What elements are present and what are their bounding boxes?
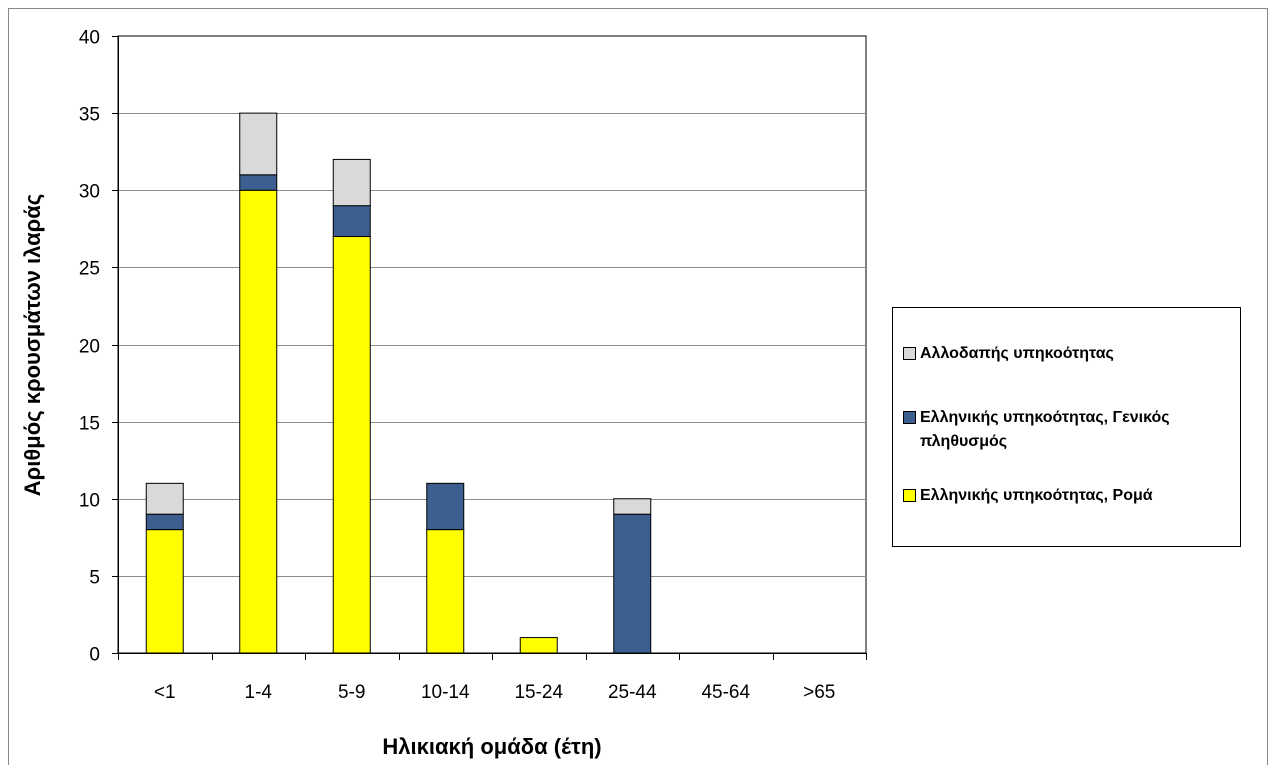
bar-segment (426, 482, 465, 531)
y-tick-label: 10 (79, 491, 100, 512)
bar-segment (239, 112, 278, 176)
legend-swatch-greek-general (903, 411, 916, 424)
y-tick-label: 40 (79, 28, 100, 49)
x-tick-label: <1 (154, 682, 176, 703)
x-tick-label: 15-24 (514, 682, 563, 703)
x-tick-label: 5-9 (338, 682, 365, 703)
bar-segment (145, 482, 184, 515)
y-tick-label: 25 (79, 259, 100, 280)
bars (145, 112, 652, 654)
bar-segment (426, 529, 465, 654)
x-tick-label: 1-4 (245, 682, 273, 703)
x-axis-title: Ηλικιακή ομάδα (έτη) (382, 734, 601, 759)
x-tick-label: 45-64 (701, 682, 750, 703)
legend-item-foreign: Αλλοδαπής υπηκοότητας (903, 342, 1233, 366)
bar-segment (519, 637, 558, 654)
x-tick-label: 25-44 (608, 682, 657, 703)
bar-segment (613, 513, 652, 654)
y-tick-label: 5 (89, 568, 100, 589)
x-tick-label: 10-14 (421, 682, 470, 703)
bar-segment (239, 174, 278, 191)
bar-segment (239, 189, 278, 654)
legend-label-greek-general: Ελληνικής υπηκοότητας, Γενικός πληθυσμός (920, 409, 1170, 450)
legend-label-greek-roma: Ελληνικής υπηκοότητας, Ρομά (920, 487, 1153, 504)
plot-area (117, 35, 867, 654)
legend: Αλλοδαπής υπηκοότητας Ελληνικής υπηκοότη… (892, 307, 1241, 547)
bar-segment (145, 529, 184, 654)
y-axis-title: Αριθμός κρουσμάτων ιλαράς (20, 194, 45, 496)
legend-item-greek-roma: Ελληνικής υπηκοότητας, Ρομά (903, 484, 1233, 508)
x-tick-label: >65 (803, 682, 835, 703)
y-tick-label: 35 (79, 105, 100, 126)
legend-swatch-greek-roma (903, 489, 916, 502)
legend-item-greek-general: Ελληνικής υπηκοότητας, Γενικός πληθυσμός (903, 406, 1233, 454)
bar-segment (145, 513, 184, 531)
legend-swatch-foreign (903, 347, 916, 360)
bar-segment (332, 158, 371, 207)
legend-label-foreign: Αλλοδαπής υπηκοότητας (920, 345, 1114, 362)
y-tick-label: 30 (79, 182, 100, 203)
y-tick-label: 0 (89, 645, 100, 666)
bar-segment (332, 205, 371, 238)
y-tick-label: 15 (79, 414, 100, 435)
bar-segment (332, 236, 371, 654)
bar-segment (613, 498, 652, 515)
axes: 0 5 10 15 20 25 30 35 40 <1 1-4 5-9 10-14 15-24 25-44 4… (79, 28, 867, 703)
y-tick-label: 20 (79, 337, 100, 358)
gridlines (117, 35, 867, 654)
